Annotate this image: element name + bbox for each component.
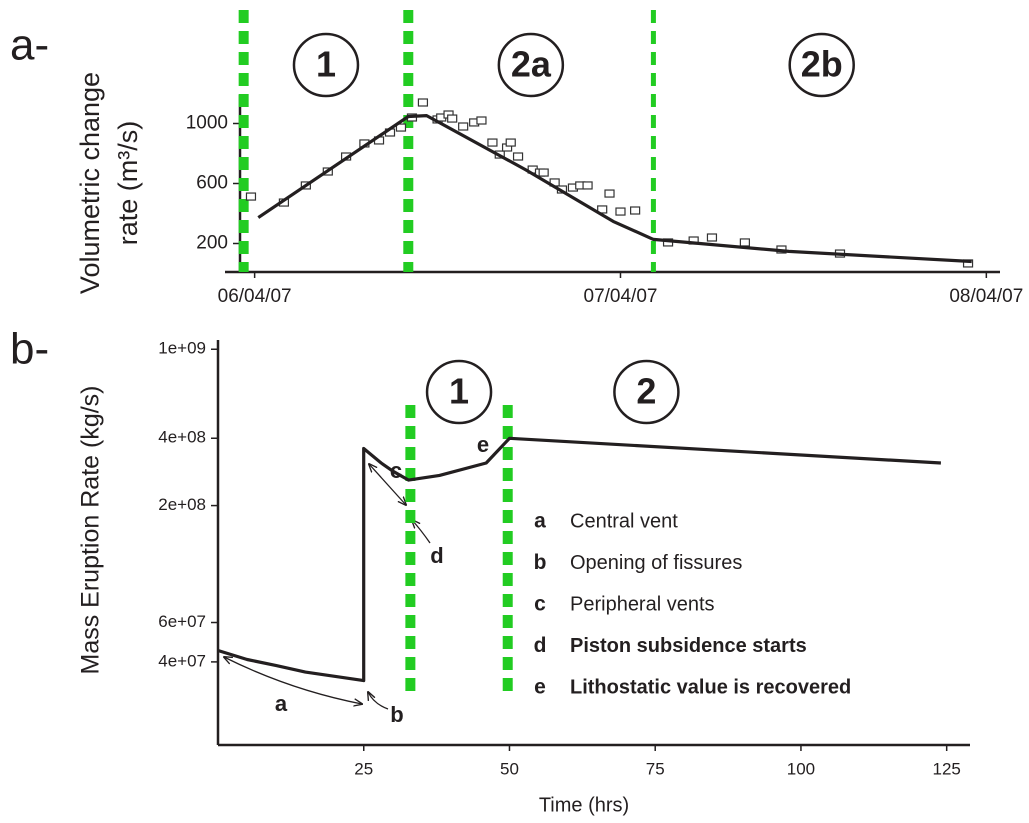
x-axis-title: Time (hrs) [539,794,629,816]
y-axis-title: Volumetric change [75,72,105,294]
y-tick-label: 4e+07 [158,651,206,670]
note-key: e [534,676,546,699]
phase-circle [425,359,493,425]
phase-circle [788,32,855,98]
note-key: a [534,510,546,533]
y-tick-label: 2e+08 [158,495,206,514]
phase-label: 2 [636,371,656,412]
callout-letter: c [390,458,402,483]
phase-label: 1 [449,371,469,412]
phase-label: 2a [511,44,552,85]
x-tick-label: 100 [787,759,815,778]
note-text: Peripheral vents [570,593,715,615]
y-axis-title: rate (m³/s) [113,121,143,246]
callout-letter: a [275,691,288,716]
data-point [487,138,498,147]
x-tick-label: 50 [500,759,519,778]
data-point [706,233,718,242]
data-point [615,207,626,216]
y-tick-label: 4e+08 [158,428,206,447]
note-key: b [534,551,547,574]
note-key: c [534,593,546,616]
data-point [505,138,516,147]
note-text: Lithostatic value is recovered [570,676,851,698]
data-point [417,98,429,107]
phase-circle [497,32,565,98]
x-tick-label: 08/04/07 [949,286,1023,307]
callout-arrow [369,464,406,505]
x-tick-label: 06/04/07 [218,286,292,307]
plot-layer: a-Volumetric change rate (m³/s) 2006001000… [10,10,1023,816]
callout-arrow [224,657,362,704]
note-key: d [534,634,547,657]
data-point [458,122,469,131]
note-text: Opening of fissures [570,552,742,574]
callout-letter: b [390,702,403,727]
x-tick-label: 25 [354,759,373,778]
note-text: Central vent [570,510,678,532]
data-line [257,114,972,264]
data-point [739,238,750,247]
x-tick-label: 125 [932,759,960,778]
data-point [245,192,257,201]
phase-label: 1 [316,44,336,85]
y-tick-label: 200 [196,233,228,254]
data-point [597,205,608,214]
callout-letter: d [430,543,443,568]
panel-label: b- [10,325,49,374]
y-tick-label: 6e+07 [158,612,206,631]
note-text: Piston subsidence starts [570,635,807,657]
y-tick-label: 1000 [186,113,228,134]
data-point [395,123,407,132]
y-tick-label: 1e+09 [158,339,206,358]
x-tick-label: 07/04/07 [584,286,658,307]
data-point [512,152,524,161]
callout-letter: e [477,432,489,457]
phase-circle [613,359,680,425]
panel-label: a- [10,21,49,70]
callout-arrow [368,692,389,710]
phase-label: 2b [801,44,843,85]
y-tick-label: 600 [196,173,228,194]
phase-circle [292,32,360,98]
data-point [630,206,641,215]
data-point [538,168,549,177]
data-point [447,114,458,123]
data-point [582,181,593,190]
data-line [217,436,941,683]
x-tick-label: 75 [646,759,665,778]
data-point [476,116,487,125]
data-point [604,189,615,198]
y-axis-title: Mass Eruption Rate (kg/s) [77,386,105,675]
